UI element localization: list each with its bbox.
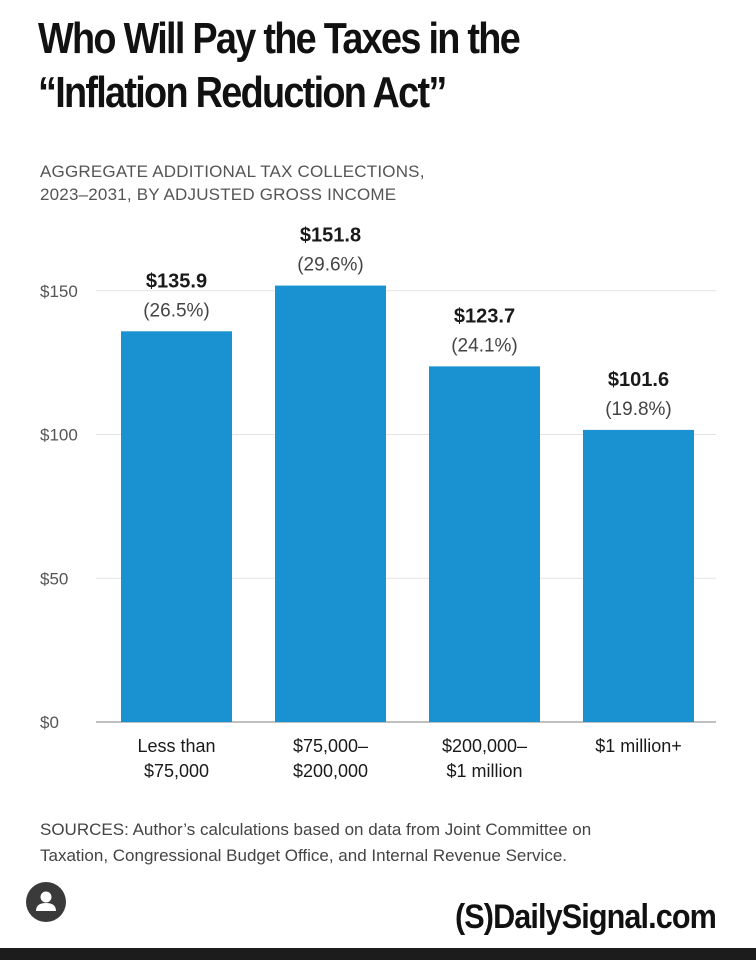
sources-line1: SOURCES: Author’s calculations based on … bbox=[40, 820, 592, 839]
bar bbox=[275, 285, 386, 722]
x-category-label: $200,000 bbox=[293, 761, 368, 781]
x-category-label: $200,000– bbox=[442, 736, 527, 756]
chart-title-line1: Who Will Pay the Taxes in the bbox=[38, 14, 521, 63]
bar bbox=[583, 429, 694, 722]
chart-subtitle-line1: AGGREGATE ADDITIONAL TAX COLLECTIONS, bbox=[40, 162, 425, 181]
bar-value-label: $101.6 bbox=[608, 369, 669, 391]
chart-title: Who Will Pay the Taxes in the “Inflation… bbox=[38, 12, 640, 120]
brand-logo: (S)DailySignal.com bbox=[455, 898, 717, 936]
bar-value-label: $135.9 bbox=[146, 270, 207, 292]
y-tick-label: $50 bbox=[40, 569, 68, 588]
bar bbox=[429, 366, 540, 722]
bar-percent-label: (19.8%) bbox=[605, 399, 672, 420]
y-tick-label: $150 bbox=[40, 282, 78, 301]
x-category-label: $1 million bbox=[446, 761, 522, 781]
sources-line2: Taxation, Congressional Budget Office, a… bbox=[40, 846, 567, 865]
sources-note: SOURCES: Author’s calculations based on … bbox=[40, 817, 720, 869]
bar-percent-label: (24.1%) bbox=[451, 335, 518, 356]
user-avatar-icon[interactable] bbox=[26, 882, 66, 922]
x-category-label: $75,000– bbox=[293, 736, 368, 756]
x-category-label: $75,000 bbox=[144, 761, 209, 781]
chart-subtitle-line2: 2023–2031, BY ADJUSTED GROSS INCOME bbox=[40, 185, 397, 204]
bottom-bar bbox=[0, 948, 756, 960]
bar-value-label: $123.7 bbox=[454, 305, 515, 327]
y-tick-label: $100 bbox=[40, 426, 78, 445]
bar-percent-label: (26.5%) bbox=[143, 300, 210, 321]
y-tick-label: $0 bbox=[40, 713, 59, 732]
bar-value-label: $151.8 bbox=[300, 225, 361, 247]
x-category-label: $1 million+ bbox=[595, 736, 682, 756]
bar bbox=[121, 331, 232, 722]
bar-percent-label: (29.6%) bbox=[297, 255, 364, 276]
bar-chart: $0 $50 $100 $150 $135.9 (26.5%) Less than $75,0… bbox=[40, 225, 716, 781]
chart-title-line2: “Inflation Reduction Act” bbox=[38, 68, 447, 117]
x-category-label: Less than bbox=[137, 736, 215, 756]
chart-subtitle: AGGREGATE ADDITIONAL TAX COLLECTIONS, 20… bbox=[40, 160, 560, 206]
